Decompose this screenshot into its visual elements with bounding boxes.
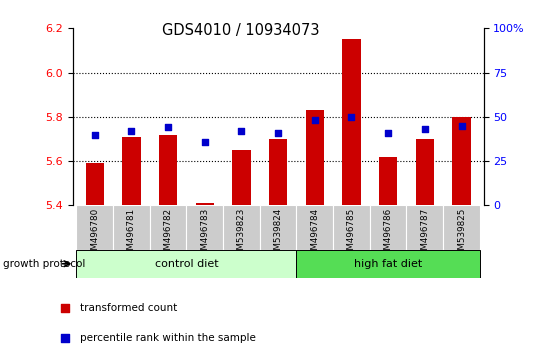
Bar (443, 205, 480, 250)
Bar (232, 150, 250, 205)
Point (200, 139, 209, 144)
Text: GSM539825: GSM539825 (457, 207, 466, 261)
Text: GSM496787: GSM496787 (420, 207, 429, 261)
Text: high fat diet: high fat diet (354, 259, 422, 269)
Bar (77, 250, 296, 278)
Bar (342, 39, 361, 205)
Point (127, 128, 136, 134)
Point (347, 114, 356, 120)
Bar (452, 117, 471, 205)
Bar (296, 205, 333, 250)
Bar (260, 205, 296, 250)
Point (237, 128, 246, 134)
Bar (86, 163, 104, 205)
Bar (406, 205, 443, 250)
Point (356, 174, 365, 180)
Text: GSM539823: GSM539823 (237, 207, 246, 261)
Bar (122, 137, 140, 205)
Point (273, 130, 282, 136)
Bar (416, 139, 434, 205)
Text: control diet: control diet (155, 259, 218, 269)
Point (420, 126, 429, 132)
Bar (186, 205, 223, 250)
Bar (113, 205, 150, 250)
Text: GSM496784: GSM496784 (310, 207, 319, 261)
Bar (269, 139, 287, 205)
Text: growth protocol: growth protocol (3, 259, 85, 269)
Text: percentile rank within the sample: percentile rank within the sample (80, 333, 257, 343)
Text: GSM496786: GSM496786 (383, 207, 392, 261)
Text: GSM539824: GSM539824 (273, 207, 283, 261)
Text: GSM496781: GSM496781 (127, 207, 136, 261)
Bar (77, 205, 113, 250)
Point (310, 118, 319, 123)
Text: GSM496780: GSM496780 (90, 207, 99, 261)
Text: GSM496783: GSM496783 (200, 207, 209, 261)
Point (164, 125, 173, 130)
Point (457, 123, 466, 129)
Bar (196, 203, 214, 205)
Bar (306, 110, 324, 205)
Bar (370, 205, 406, 250)
Bar (223, 205, 260, 250)
Text: transformed count: transformed count (80, 303, 178, 313)
Point (90, 132, 99, 137)
Bar (333, 205, 370, 250)
Point (383, 130, 392, 136)
Text: GSM496785: GSM496785 (347, 207, 356, 261)
Text: GSM496782: GSM496782 (164, 207, 173, 261)
Bar (159, 135, 177, 205)
Bar (150, 205, 186, 250)
Text: GDS4010 / 10934073: GDS4010 / 10934073 (162, 23, 319, 38)
Bar (379, 156, 397, 205)
Bar (296, 250, 480, 278)
